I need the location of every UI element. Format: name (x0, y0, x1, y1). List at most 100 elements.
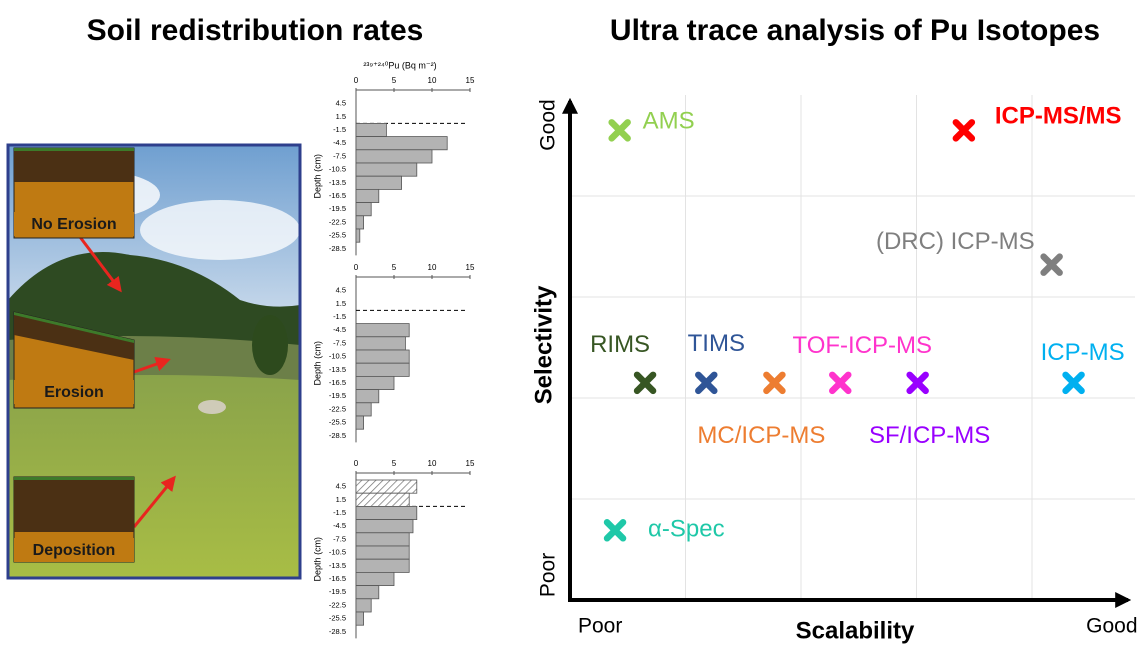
x-axis-label: Scalability (796, 617, 915, 644)
marker (1044, 257, 1060, 273)
x-tick-label: 5 (392, 76, 397, 85)
x-axis-label: ²³⁹⁺²⁴⁰Pu (Bq m⁻²) (363, 60, 436, 70)
bar (356, 203, 371, 216)
y-tick-label: -19.5 (329, 587, 346, 596)
y-tick-label: -7.5 (333, 338, 346, 347)
figure: Soil redistribution rates Ultra trace an… (0, 0, 1138, 649)
y-tick-label: -4.5 (333, 138, 346, 147)
point-label: MC/ICP-MS (697, 422, 825, 449)
y-tick-label: -10.5 (329, 352, 346, 361)
bar (356, 480, 417, 493)
bar (356, 150, 432, 163)
x-tick-label: 0 (354, 459, 359, 468)
y-tick-label: -4.5 (333, 521, 346, 530)
y-tick-label: -13.5 (329, 178, 346, 187)
y-tick-label: -1.5 (333, 312, 346, 321)
y-tick-label: 4.5 (336, 99, 346, 108)
y-tick-label: -1.5 (333, 508, 346, 517)
bar (356, 324, 409, 337)
bar (356, 599, 371, 612)
x-tick-label: Poor (578, 615, 622, 638)
bar (356, 520, 413, 533)
bar (356, 403, 371, 416)
y-tick-label: -16.5 (329, 574, 346, 583)
bar (356, 176, 402, 189)
y-tick-label: -19.5 (329, 204, 346, 213)
x-tick-label: 0 (354, 76, 359, 85)
y-tick-label: -13.5 (329, 561, 346, 570)
bar (356, 546, 409, 559)
y-tick-label: 1.5 (336, 112, 346, 121)
bar (356, 363, 409, 376)
y-tick-label: -22.5 (329, 404, 346, 413)
point-label: AMS (643, 108, 695, 135)
y-tick-label: 4.5 (336, 482, 346, 491)
marker (607, 522, 623, 538)
y-tick-label: -7.5 (333, 151, 346, 160)
x-tick-label: 5 (392, 459, 397, 468)
right-title: Ultra trace analysis of Pu Isotopes (610, 14, 1100, 47)
panel-label: No Erosion (31, 216, 116, 233)
y-tick-label: Good (537, 99, 560, 150)
point-label: (DRC) ICP-MS (876, 228, 1035, 255)
point-label: ICP-MS (1041, 339, 1125, 366)
y-tick-label: -19.5 (329, 391, 346, 400)
marker (637, 375, 653, 391)
y-axis-label: Selectivity (530, 285, 557, 404)
bar (356, 216, 364, 229)
point-label: SF/ICP-MS (869, 422, 990, 449)
point-label: α-Spec (648, 516, 725, 543)
bar (356, 123, 386, 136)
bar (356, 493, 409, 506)
y-tick-label: -28.5 (329, 244, 346, 253)
y-tick-label: -16.5 (329, 191, 346, 200)
y-tick-label: -22.5 (329, 217, 346, 226)
bar (356, 506, 417, 519)
x-tick-label: Good (1086, 615, 1137, 638)
y-tick-label: -1.5 (333, 125, 346, 134)
bar (356, 137, 447, 150)
marker (1066, 375, 1082, 391)
left-title: Soil redistribution rates (87, 14, 424, 47)
marker (612, 122, 628, 138)
x-tick-label: 5 (392, 263, 397, 272)
bar (356, 350, 409, 363)
point-label: ICP-MS/MS (995, 103, 1122, 130)
y-tick-label: -7.5 (333, 534, 346, 543)
point-label: TIMS (688, 330, 745, 357)
bar (356, 229, 360, 242)
bar (356, 586, 379, 599)
bar (356, 533, 409, 546)
y-tick-label: -4.5 (333, 325, 346, 334)
bar (356, 612, 364, 625)
y-tick-label: -22.5 (329, 600, 346, 609)
y-tick-label: Poor (537, 553, 560, 597)
y-tick-label: 4.5 (336, 286, 346, 295)
y-tick-label: -13.5 (329, 365, 346, 374)
x-tick-label: 15 (466, 76, 475, 85)
y-tick-label: -28.5 (329, 627, 346, 636)
y-axis-label: Depth (cm) (312, 154, 322, 199)
panel-label: Deposition (33, 542, 116, 559)
y-tick-label: 1.5 (336, 299, 346, 308)
y-tick-label: -28.5 (329, 431, 346, 440)
marker (956, 122, 972, 138)
y-tick-label: -10.5 (329, 165, 346, 174)
y-tick-label: -10.5 (329, 548, 346, 557)
marker (832, 375, 848, 391)
panel-label: Erosion (44, 384, 104, 401)
point-label: TOF-ICP-MS (792, 332, 932, 359)
marker (766, 375, 782, 391)
x-tick-label: 0 (354, 263, 359, 272)
x-tick-label: 10 (428, 459, 437, 468)
bar (356, 163, 417, 176)
x-tick-label: 10 (428, 76, 437, 85)
marker (698, 375, 714, 391)
y-axis-label: Depth (cm) (312, 341, 322, 386)
x-tick-label: 10 (428, 263, 437, 272)
bar (356, 376, 394, 389)
bar (356, 572, 394, 585)
point-label: RIMS (590, 331, 650, 358)
x-tick-label: 15 (466, 459, 475, 468)
bar (356, 337, 405, 350)
